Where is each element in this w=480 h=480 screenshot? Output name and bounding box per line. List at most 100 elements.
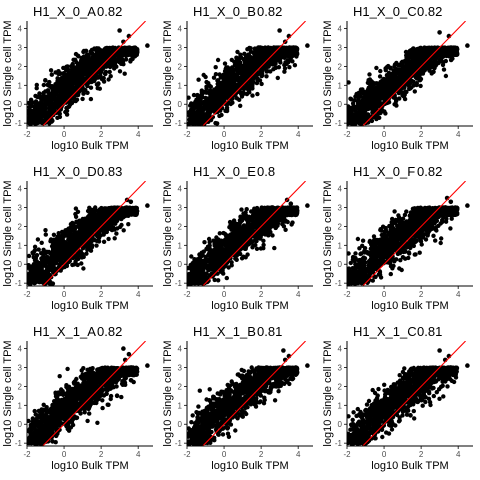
data-point bbox=[54, 87, 60, 93]
data-point bbox=[380, 108, 385, 114]
y-tick-label: -1 bbox=[175, 119, 183, 128]
data-point bbox=[125, 45, 130, 51]
data-point bbox=[370, 110, 375, 115]
data-point bbox=[400, 59, 405, 64]
x-tick-label: -2 bbox=[183, 130, 191, 139]
data-point bbox=[443, 73, 449, 79]
data-point bbox=[364, 96, 370, 102]
data-point bbox=[196, 77, 201, 82]
data-point bbox=[208, 109, 214, 114]
data-point bbox=[213, 65, 218, 70]
panel-correlation: 0.82 bbox=[257, 4, 282, 19]
data-point bbox=[51, 91, 56, 96]
data-point bbox=[250, 93, 255, 98]
y-tick-label: 3 bbox=[338, 43, 343, 52]
data-point bbox=[347, 80, 351, 85]
data-point bbox=[234, 96, 240, 101]
y-tick-label: 1 bbox=[338, 81, 343, 90]
data-point bbox=[247, 87, 252, 92]
x-axis-title: log10 Bulk TPM bbox=[371, 140, 448, 152]
y-tick-label: 0 bbox=[178, 100, 183, 109]
data-point bbox=[372, 81, 377, 87]
data-point bbox=[386, 76, 392, 81]
data-point bbox=[196, 121, 202, 126]
data-point bbox=[292, 47, 298, 52]
data-point bbox=[32, 249, 37, 254]
data-point bbox=[225, 65, 230, 70]
data-point bbox=[92, 77, 97, 82]
data-point bbox=[245, 84, 250, 89]
data-point bbox=[407, 69, 413, 74]
data-point bbox=[249, 69, 254, 74]
data-point bbox=[406, 50, 411, 55]
data-point bbox=[355, 93, 360, 98]
data-point bbox=[432, 65, 437, 71]
data-point bbox=[92, 64, 98, 69]
panel-title: H1_X_0_C bbox=[353, 4, 417, 19]
data-point bbox=[287, 65, 292, 70]
data-point bbox=[65, 64, 70, 69]
data-point bbox=[131, 45, 136, 51]
data-point bbox=[374, 65, 379, 71]
data-point bbox=[74, 84, 79, 89]
data-point bbox=[288, 55, 294, 60]
data-point bbox=[360, 90, 365, 96]
data-point bbox=[248, 46, 253, 51]
data-point bbox=[106, 77, 111, 82]
data-point bbox=[216, 84, 221, 89]
data-point bbox=[255, 77, 260, 83]
data-point bbox=[351, 104, 357, 109]
data-point bbox=[429, 49, 434, 54]
data-point bbox=[215, 121, 220, 126]
y-axis-title: log10 Single cell TPM bbox=[162, 20, 174, 126]
outlier-point bbox=[117, 28, 122, 33]
data-point bbox=[81, 91, 86, 96]
data-point bbox=[406, 82, 411, 88]
data-point bbox=[378, 68, 383, 74]
data-point bbox=[35, 237, 41, 242]
data-point bbox=[404, 72, 410, 78]
data-point bbox=[387, 72, 392, 77]
data-point bbox=[63, 78, 68, 84]
data-point bbox=[195, 93, 200, 99]
data-point bbox=[436, 60, 441, 66]
y-tick-label: 0 bbox=[18, 100, 23, 109]
data-point bbox=[391, 86, 397, 91]
data-point bbox=[269, 61, 275, 67]
data-point bbox=[197, 98, 202, 103]
data-point bbox=[71, 79, 76, 84]
data-point bbox=[212, 96, 218, 101]
data-point bbox=[46, 83, 52, 88]
data-point bbox=[210, 114, 216, 120]
data-point bbox=[406, 53, 411, 59]
data-point bbox=[69, 87, 75, 92]
data-point bbox=[232, 85, 237, 91]
data-point bbox=[290, 59, 295, 64]
x-tick-label: 0 bbox=[222, 130, 227, 139]
data-point bbox=[73, 57, 78, 62]
data-point bbox=[369, 118, 375, 124]
data-point bbox=[102, 71, 108, 77]
data-point bbox=[412, 50, 417, 56]
data-point bbox=[204, 79, 209, 85]
data-point bbox=[255, 72, 260, 77]
data-point bbox=[53, 70, 58, 75]
data-point bbox=[212, 101, 218, 106]
data-point bbox=[349, 115, 355, 121]
data-point bbox=[49, 109, 55, 115]
data-point bbox=[62, 94, 68, 99]
data-point bbox=[238, 103, 243, 109]
y-tick-label: 3 bbox=[178, 43, 183, 52]
data-point bbox=[63, 109, 68, 115]
data-point bbox=[228, 76, 233, 82]
data-point bbox=[188, 107, 194, 112]
data-point bbox=[370, 106, 375, 112]
data-point bbox=[279, 54, 285, 59]
data-point bbox=[382, 86, 388, 91]
data-point bbox=[250, 80, 255, 85]
data-point bbox=[395, 83, 401, 89]
data-point bbox=[79, 261, 84, 266]
data-point bbox=[38, 95, 44, 100]
data-point bbox=[271, 45, 276, 50]
outlier-point bbox=[305, 43, 310, 48]
